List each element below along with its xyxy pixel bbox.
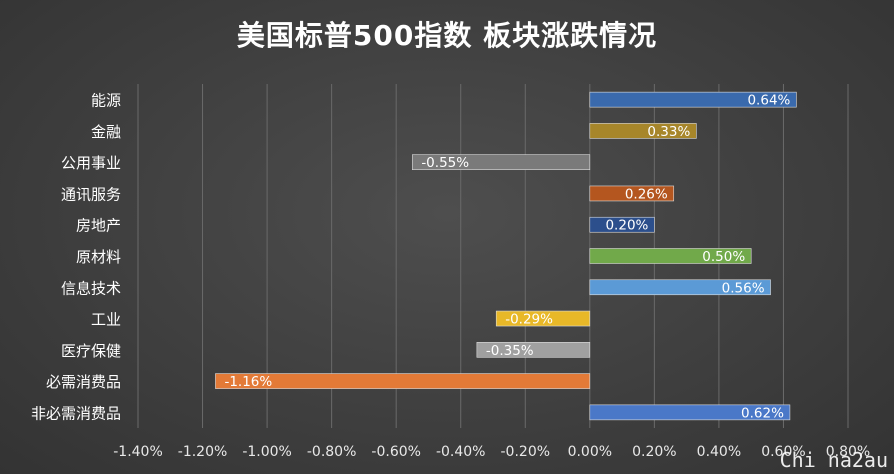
bar	[412, 154, 591, 170]
category-label: 公用事业	[61, 154, 121, 172]
x-tick-label: 0.20%	[632, 444, 676, 460]
x-tick-label: -1.20%	[178, 444, 228, 460]
category-label: 原材料	[76, 248, 121, 266]
bar	[589, 279, 771, 296]
category-label: 通讯服务	[61, 185, 121, 203]
data-label: -0.55%	[421, 155, 469, 171]
x-tick-label: 0.00%	[568, 444, 612, 460]
data-label: 0.20%	[605, 218, 648, 234]
x-tick-label: -1.00%	[242, 444, 292, 460]
x-tick-label: -0.20%	[501, 444, 551, 460]
data-label: -0.35%	[486, 343, 534, 359]
bar	[589, 404, 791, 421]
data-label: 0.56%	[722, 280, 765, 296]
category-label: 非必需消费品	[31, 404, 121, 422]
category-label: 房地产	[76, 217, 121, 235]
bar	[215, 373, 591, 389]
x-tick-label: -0.60%	[371, 444, 421, 460]
data-labels: 0.64% 0.33% -0.55% 0.26% 0.20% 0.50% 0.56% -0.2…	[224, 93, 790, 422]
x-tick-labels: -1.40% -1.20% -1.00% -0.80% -0.60% -0.40% -0.2…	[113, 444, 870, 460]
category-label: 能源	[91, 92, 121, 110]
x-tick-label: -1.40%	[113, 444, 163, 460]
data-label: 0.62%	[741, 405, 784, 421]
x-tick-label: 0.60%	[761, 444, 805, 460]
watermark: Chi na2au	[779, 448, 888, 472]
category-label: 金融	[91, 123, 121, 141]
category-label: 工业	[91, 311, 121, 329]
bar	[589, 91, 797, 108]
data-label: -1.16%	[224, 374, 272, 390]
bar	[476, 342, 591, 358]
data-label: 0.64%	[747, 93, 790, 109]
category-label: 信息技术	[61, 279, 121, 297]
bar	[589, 123, 697, 139]
x-tick-label: 0.80%	[826, 444, 870, 460]
bar	[589, 185, 675, 202]
x-tick-label: -0.80%	[307, 444, 357, 460]
bar	[589, 248, 752, 264]
data-label: -0.29%	[505, 312, 553, 328]
x-tick-label: 0.40%	[697, 444, 741, 460]
bar	[495, 310, 591, 327]
category-label: 必需消费品	[46, 373, 121, 391]
data-label: 0.26%	[625, 186, 668, 202]
data-label: 0.33%	[647, 124, 690, 140]
bar	[589, 216, 655, 233]
bars	[215, 91, 797, 421]
x-tick-label: -0.40%	[436, 444, 486, 460]
chart-title: 美国标普500指数 板块涨跌情况	[236, 19, 658, 52]
data-label: 0.50%	[702, 249, 745, 265]
category-label: 医疗保健	[61, 342, 121, 360]
